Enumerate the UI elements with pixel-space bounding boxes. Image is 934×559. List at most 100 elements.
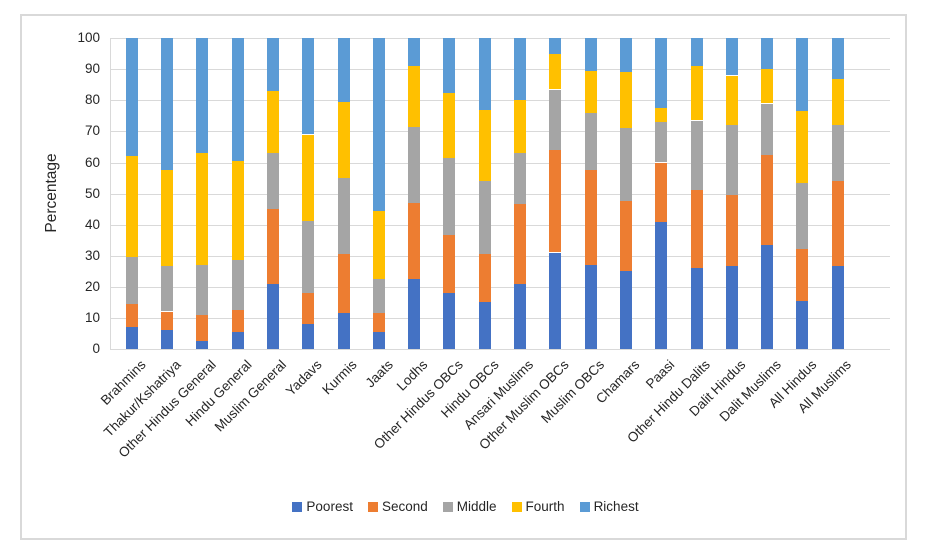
bar-segment xyxy=(161,266,173,312)
legend: Poorest Second Middle Fourth Richest xyxy=(20,499,911,514)
bar-segment xyxy=(125,156,138,258)
bar-segment xyxy=(619,128,632,202)
bar-segment xyxy=(443,38,456,93)
bar-segment xyxy=(584,112,597,171)
y-axis-tick-label: 100 xyxy=(77,30,100,46)
bar-segment xyxy=(125,327,138,349)
bar-segment xyxy=(761,103,774,155)
gridline xyxy=(110,193,890,195)
bar-segment xyxy=(725,266,738,349)
legend-label: Poorest xyxy=(306,499,353,514)
legend-label: Richest xyxy=(593,499,639,514)
bar-segment xyxy=(478,302,491,349)
bar-segment xyxy=(231,260,244,310)
bar-segment xyxy=(302,292,315,324)
gridline xyxy=(110,286,890,288)
bar-segment xyxy=(302,323,315,349)
bar-segment xyxy=(372,38,385,211)
bar-segment xyxy=(584,38,597,71)
bar-segment xyxy=(549,150,562,253)
legend-label: Second xyxy=(381,499,428,514)
bar-segment xyxy=(796,38,809,112)
bar-segment xyxy=(584,264,597,349)
bar-segment xyxy=(690,66,703,121)
bar-segment xyxy=(372,331,385,349)
legend-marker xyxy=(511,501,522,512)
bar-segment xyxy=(655,122,668,163)
bar-segment xyxy=(655,221,668,349)
gridline xyxy=(110,255,890,257)
bar-segment xyxy=(125,38,138,157)
bar-segment xyxy=(514,204,526,284)
y-axis-tick-label: 10 xyxy=(84,309,100,325)
legend-label: Middle xyxy=(456,499,497,514)
legend-item: Poorest xyxy=(292,499,353,514)
bar-segment xyxy=(655,108,668,123)
bar-segment xyxy=(266,283,279,349)
bar-segment xyxy=(266,91,279,154)
y-axis-tick-label: 20 xyxy=(84,278,100,294)
bar-segment xyxy=(161,311,173,331)
bar-segment xyxy=(337,38,350,102)
bar-segment xyxy=(796,111,809,183)
bar-segment xyxy=(619,38,632,73)
bar-segment xyxy=(372,210,385,279)
bar-segment xyxy=(796,182,809,250)
bar-segment xyxy=(725,38,738,76)
bar-segment xyxy=(337,178,350,254)
bar-segment xyxy=(266,38,279,92)
bar-segment xyxy=(408,126,421,203)
bar-segment xyxy=(372,313,385,332)
legend-item: Richest xyxy=(579,499,639,514)
bar-segment xyxy=(690,120,703,191)
bar-segment xyxy=(408,38,421,67)
legend-marker xyxy=(442,501,453,512)
bar-segment xyxy=(478,254,491,303)
gridline xyxy=(110,162,890,164)
bar-segment xyxy=(831,38,844,79)
bar-segment xyxy=(161,170,173,267)
gridline xyxy=(110,100,890,102)
bar-segment xyxy=(196,264,209,315)
bar-segment xyxy=(231,331,244,349)
legend-marker xyxy=(579,501,590,512)
bar-segment xyxy=(796,249,809,301)
gridline xyxy=(110,348,890,350)
legend-marker xyxy=(367,501,378,512)
bar-segment xyxy=(337,254,350,313)
bar-segment xyxy=(549,38,562,54)
legend-item: Second xyxy=(367,499,428,514)
y-axis-tick-label: 60 xyxy=(84,154,100,170)
bar-segment xyxy=(443,92,456,158)
bar-segment xyxy=(619,72,632,129)
bar-segment xyxy=(372,278,385,313)
bar-segment xyxy=(514,38,526,101)
bar-segment xyxy=(196,153,209,265)
y-axis-line xyxy=(110,38,111,349)
bar-segment xyxy=(196,314,209,341)
bar-segment xyxy=(443,292,456,349)
bar-segment xyxy=(337,313,350,349)
bar-segment xyxy=(549,53,562,90)
bar-segment xyxy=(514,100,526,154)
bar-segment xyxy=(302,134,315,222)
y-axis-tick-label: 80 xyxy=(84,92,100,108)
y-axis-tick-label: 50 xyxy=(84,185,100,201)
legend-item: Fourth xyxy=(511,499,565,514)
bar-segment xyxy=(196,38,209,154)
y-axis-tick-label: 30 xyxy=(84,247,100,263)
bar-segment xyxy=(796,300,809,349)
y-axis-tick-label: 70 xyxy=(84,123,100,139)
bar-segment xyxy=(655,38,668,109)
bar-segment xyxy=(337,101,350,178)
bar-segment xyxy=(231,160,244,261)
bar-segment xyxy=(302,221,315,293)
bar-segment xyxy=(725,195,738,267)
bar-segment xyxy=(231,38,244,161)
bar-segment xyxy=(831,125,844,182)
bar-segment xyxy=(725,125,738,195)
bar-segment xyxy=(831,181,844,267)
bar-segment xyxy=(690,38,703,67)
bar-segment xyxy=(443,235,456,293)
